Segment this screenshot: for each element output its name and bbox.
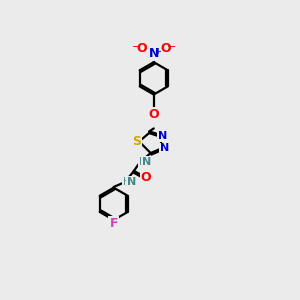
Text: −: −	[131, 42, 141, 52]
Text: O: O	[161, 42, 171, 55]
Text: N: N	[127, 176, 136, 187]
Text: O: O	[141, 171, 152, 184]
Text: O: O	[148, 108, 159, 121]
Text: O: O	[136, 42, 147, 55]
Text: +: +	[154, 47, 161, 56]
Text: F: F	[110, 218, 118, 230]
Text: N: N	[160, 143, 169, 153]
Text: H: H	[139, 157, 146, 166]
Text: N: N	[158, 131, 168, 141]
Text: −: −	[167, 42, 176, 52]
Text: H: H	[123, 176, 130, 187]
Text: N: N	[148, 47, 159, 60]
Text: S: S	[132, 135, 141, 148]
Text: N: N	[142, 157, 152, 166]
